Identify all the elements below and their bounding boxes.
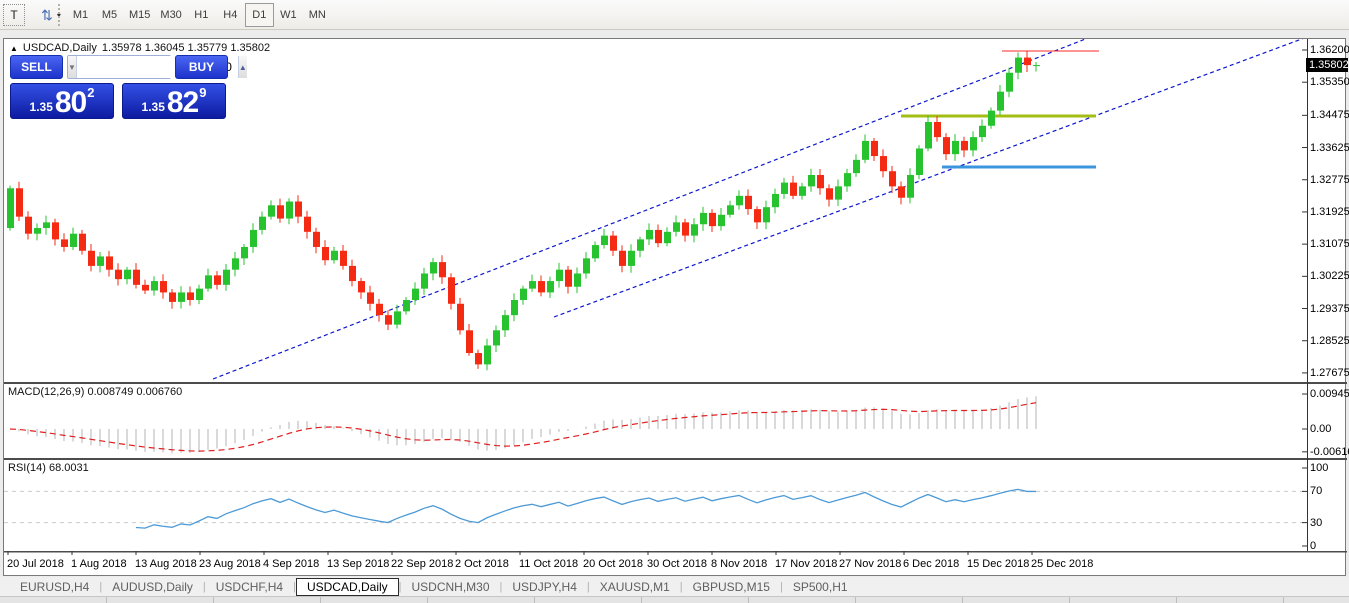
symbol-header: ▲ USDCAD,Daily 1.35978 1.36045 1.35779 1… <box>10 42 270 54</box>
chart-tab-usdchf-h4[interactable]: USDCHF,H4 <box>215 579 284 594</box>
timeframe-button-m15[interactable]: M15 <box>129 9 151 21</box>
macd-axis-tick: 0.00 <box>1310 423 1332 435</box>
time-axis-label: 15 Dec 2018 <box>967 558 1030 570</box>
ohlc-values: 1.35978 1.36045 1.35779 1.35802 <box>101 42 271 54</box>
buy-price-button[interactable]: 1.35 82 9 <box>122 83 226 119</box>
sell-price-main: 80 <box>54 85 87 119</box>
buy-price-main: 82 <box>166 85 199 119</box>
chart-canvas[interactable] <box>4 39 1347 577</box>
macd-axis-tick: 0.009459 <box>1310 388 1349 400</box>
rsi-label: RSI(14) 68.0031 <box>8 462 89 474</box>
chart-tab-usdcnh-m30[interactable]: USDCNH,M30 <box>411 579 490 594</box>
timeframe-button-h1[interactable]: H1 <box>194 9 209 21</box>
chart-tab-gbpusd-m15[interactable]: GBPUSD,M15 <box>692 579 770 594</box>
chart-tab-xauusd-m1[interactable]: XAUUSD,M1 <box>599 579 670 594</box>
rsi-axis-tick: 70 <box>1310 485 1323 498</box>
tabbar-scroll-strip <box>0 596 1349 603</box>
price-axis-tick: 1.36200 <box>1310 44 1349 56</box>
timeframe-button-h4[interactable]: H4 <box>223 9 238 21</box>
time-axis-label: 4 Sep 2018 <box>263 558 320 570</box>
tab-separator: | <box>99 580 103 593</box>
tab-separator: | <box>679 580 683 593</box>
timeframe-button-d1[interactable]: D1 <box>244 3 274 27</box>
rsi-axis-tick: 30 <box>1310 516 1323 529</box>
volume-increase-button[interactable]: ▲ <box>237 56 247 78</box>
timeframe-button-m1[interactable]: M1 <box>72 9 89 21</box>
chart-tab-usdcad-daily[interactable]: USDCAD,Daily <box>295 577 399 596</box>
buy-price-pip: 9 <box>199 85 207 100</box>
time-axis-label: 30 Oct 2018 <box>647 558 707 570</box>
price-axis-tick: 1.35350 <box>1310 76 1349 89</box>
price-axis-tick: 1.33625 <box>1310 141 1349 154</box>
collapse-triangle-icon: ▲ <box>10 43 18 53</box>
time-axis-label: 20 Jul 2018 <box>7 558 64 570</box>
time-axis-label: 6 Dec 2018 <box>903 558 960 570</box>
sell-button[interactable]: SELL <box>10 55 63 79</box>
time-axis-label: 13 Sep 2018 <box>327 558 390 570</box>
time-axis-label: 20 Oct 2018 <box>583 558 643 570</box>
top-toolbar: T ⇅ ▾ M1 M5 M15 M30 H1 H4 D1 W1 MN <box>0 0 1349 30</box>
tab-separator: | <box>398 580 402 593</box>
tab-separator: | <box>293 580 296 593</box>
timeframe-button-mn[interactable]: MN <box>308 9 326 21</box>
price-axis-tick: 1.27675 <box>1310 366 1349 379</box>
chart-tab-eurusd-h4[interactable]: EURUSD,H4 <box>20 579 90 594</box>
time-axis-label: 11 Oct 2018 <box>519 558 579 570</box>
symbols-button[interactable]: ⇅ ▾ <box>32 4 70 26</box>
tab-separator: | <box>586 580 590 593</box>
chart-tab-sp500-h1[interactable]: SP500,H1 <box>792 579 848 594</box>
text-tool-button[interactable]: T <box>3 4 25 26</box>
time-axis-label: 13 Aug 2018 <box>135 558 197 570</box>
time-axis-label: 22 Sep 2018 <box>391 558 454 570</box>
sort-arrows-icon: ⇅ <box>41 7 53 23</box>
time-axis-label: 23 Aug 2018 <box>199 558 261 570</box>
price-axis-tick: 1.31075 <box>1310 238 1349 251</box>
price-axis-tick: 1.28525 <box>1310 334 1349 347</box>
macd-axis-tick: -0.006169 <box>1310 445 1349 458</box>
timeframe-button-w1[interactable]: W1 <box>280 9 297 21</box>
time-axis-label: 25 Dec 2018 <box>1031 558 1094 570</box>
price-axis-tick: 1.32775 <box>1310 173 1349 186</box>
sell-price-pip: 2 <box>87 85 95 100</box>
rsi-axis-tick: 0 <box>1310 540 1317 552</box>
time-axis-label: 27 Nov 2018 <box>839 558 902 570</box>
buy-price-prefix: 1.35 <box>141 100 165 114</box>
tab-separator: | <box>202 580 206 593</box>
timeframe-button-m30[interactable]: M30 <box>160 9 182 21</box>
chart-tab-usdjpy-h4[interactable]: USDJPY,H4 <box>512 579 577 594</box>
volume-decrease-button[interactable]: ▼ <box>68 56 77 78</box>
rsi-axis-tick: 100 <box>1310 462 1329 474</box>
tab-separator: | <box>499 580 503 593</box>
macd-label: MACD(12,26,9) 0.008749 0.006760 <box>8 386 183 398</box>
volume-stepper: ▼ ▲ <box>67 55 247 79</box>
time-axis-label: 8 Nov 2018 <box>711 558 768 570</box>
sell-price-prefix: 1.35 <box>29 100 53 114</box>
chart-tab-audusd-daily[interactable]: AUDUSD,Daily <box>112 579 193 594</box>
time-axis-label: 2 Oct 2018 <box>455 558 509 570</box>
timeframe-button-m5[interactable]: M5 <box>101 9 118 21</box>
price-axis-tick: 1.29375 <box>1310 302 1349 315</box>
time-axis-label: 17 Nov 2018 <box>775 558 838 570</box>
current-price-badge: 1.35802 <box>1306 58 1349 72</box>
buy-button[interactable]: BUY <box>175 55 228 79</box>
timeframe-buttons: M1 M5 M15 M30 H1 H4 D1 W1 MN <box>66 3 332 27</box>
sell-price-button[interactable]: 1.35 80 2 <box>10 83 114 119</box>
chart-tabs-bar: EURUSD,H4 | AUDUSD,Daily | USDCHF,H4 | USDCAD,… <box>0 577 1349 596</box>
price-axis-tick: 1.34475 <box>1310 109 1349 122</box>
one-click-trading-panel: SELL ▼ ▲ BUY 1.35 80 2 1.35 82 9 <box>10 55 247 119</box>
time-axis-label: 1 Aug 2018 <box>71 558 127 570</box>
price-axis-tick: 1.31925 <box>1310 205 1349 218</box>
toolbar-separator <box>58 4 62 26</box>
chart-window: ▲ USDCAD,Daily 1.35978 1.36045 1.35779 1… <box>3 38 1349 577</box>
symbol-name: USDCAD,Daily <box>22 42 97 54</box>
price-axis-tick: 1.30225 <box>1310 270 1349 283</box>
tab-separator: | <box>779 580 783 593</box>
